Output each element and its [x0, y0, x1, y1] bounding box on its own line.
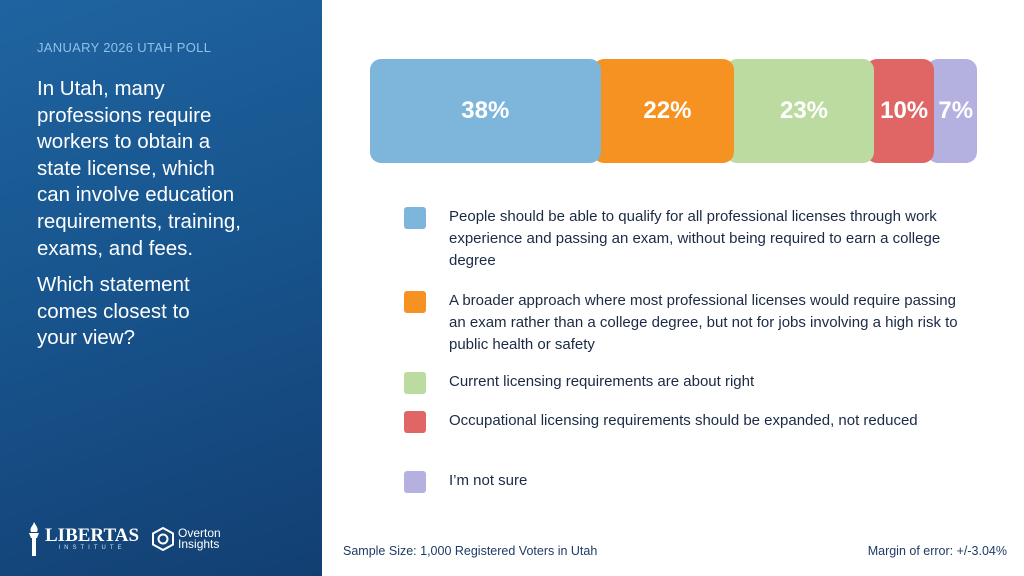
legend-swatch — [404, 207, 426, 229]
question-line: professions require — [37, 103, 212, 127]
bar-segment: 38% — [370, 59, 601, 163]
legend-label: Current licensing requirements are about… — [449, 373, 755, 390]
question-line: exams, and fees. — [37, 236, 194, 260]
overton-sub: Insights — [178, 537, 220, 551]
data-label: 38% — [461, 97, 510, 124]
legend-label: People should be able to qualify for all… — [449, 208, 941, 269]
overton-name: Overton — [178, 526, 221, 540]
question-panel: JANUARY 2026 UTAH POLL In Utah, many prof… — [0, 0, 322, 576]
legend-label: Occupational licensing requirements shou… — [449, 412, 918, 429]
torch-icon — [29, 522, 39, 556]
libertas-logo: LIBERTAS INSTITUTE — [27, 522, 139, 556]
bar-segment: 7% — [926, 59, 977, 163]
question-line: In Utah, many — [37, 77, 165, 100]
question-line: requirements, training, — [37, 209, 241, 233]
libertas-name: LIBERTAS — [45, 525, 140, 546]
data-label: 10% — [880, 97, 929, 124]
poll-kicker: JANUARY 2026 UTAH POLL — [37, 40, 212, 55]
hexagon-icon — [152, 527, 175, 551]
legend-label: A broader approach where most profession… — [449, 292, 958, 353]
question-line: comes closest to — [37, 299, 190, 323]
question-intro: In Utah, many professions require workers … — [37, 76, 241, 262]
margin-of-error: Margin of error: +/-3.04% — [867, 544, 1007, 558]
legend-swatch — [404, 471, 426, 493]
data-label: 23% — [779, 97, 829, 124]
question-line: can involve education — [37, 183, 235, 207]
question-line: workers to obtain a — [37, 130, 211, 154]
stacked-bar: 38% 22% 23% 10% 7% — [370, 59, 977, 163]
legend-swatch — [404, 411, 426, 433]
data-label: 7% — [938, 97, 974, 124]
legend-swatch — [404, 291, 426, 313]
legend-swatch — [404, 372, 426, 394]
bar-segment: 10% — [865, 59, 935, 163]
question-line: your view? — [37, 326, 135, 350]
sample-size: Sample Size: 1,000 Registered Voters in … — [343, 544, 598, 558]
bar-segment: 23% — [726, 59, 874, 163]
logos: LIBERTAS INSTITUTE Overton Insights — [27, 522, 221, 556]
data-label: 22% — [643, 97, 692, 124]
legend-label: I’m not sure — [449, 472, 528, 489]
libertas-sub: INSTITUTE — [58, 545, 126, 551]
question-line: state license, which — [37, 156, 215, 180]
bar-segment: 22% — [592, 59, 735, 163]
question-line: Which statement — [37, 273, 190, 296]
question-prompt: Which statement comes closest to your view… — [37, 272, 190, 352]
overton-logo: Overton Insights — [151, 527, 221, 551]
